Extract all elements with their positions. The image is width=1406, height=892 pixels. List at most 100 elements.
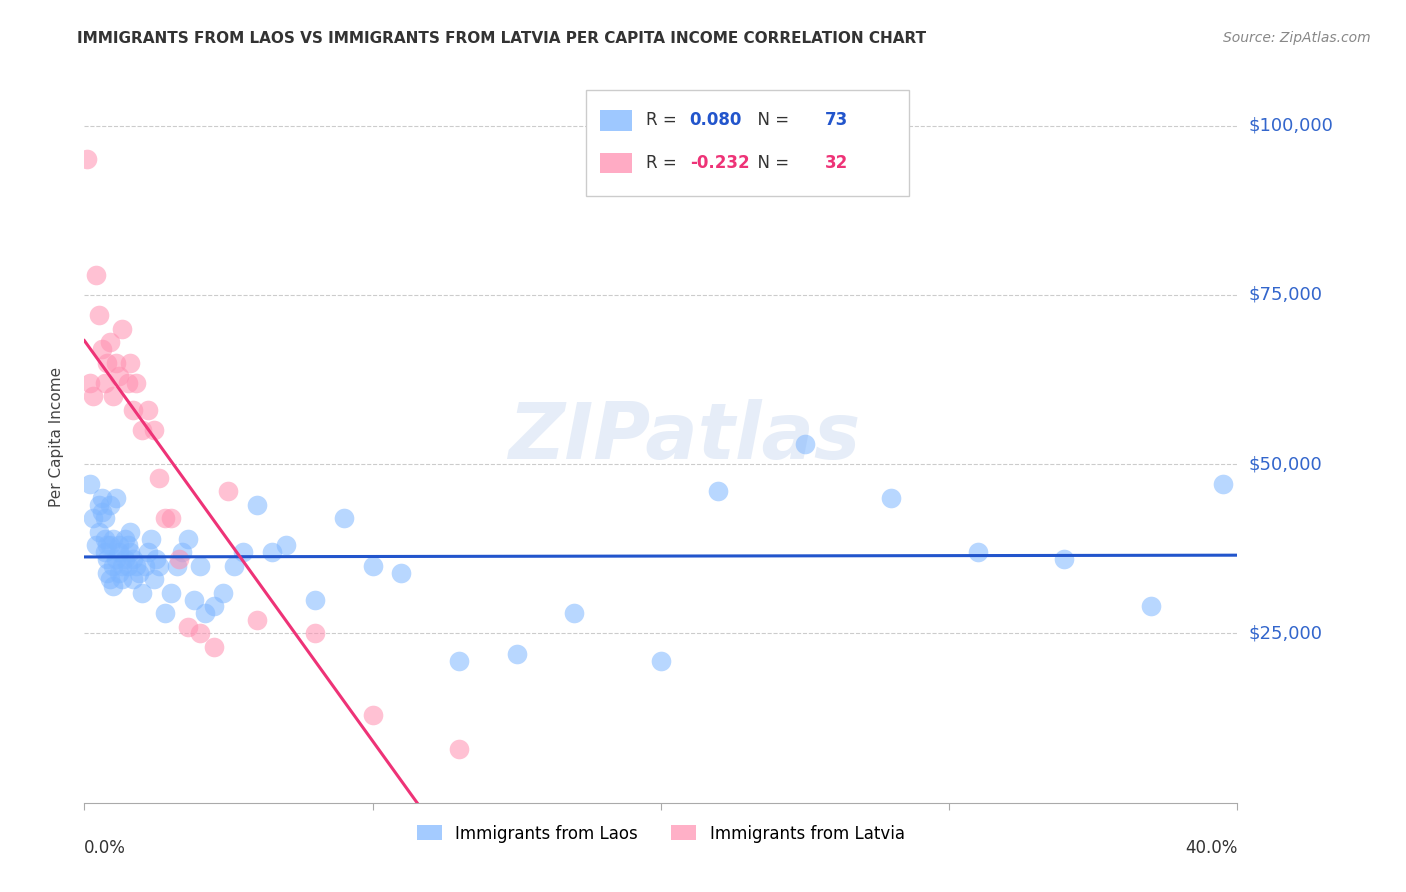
Point (96, 566, 118, 580)
Point (105, 355, 128, 369)
Point (148, 471, 170, 485)
Point (564, 606, 586, 620)
Text: $75,000: $75,000 (1249, 285, 1323, 304)
Point (139, 532, 162, 546)
Point (96, 552, 118, 566)
Point (304, 592, 326, 607)
Point (131, 423, 153, 437)
Point (120, 355, 142, 369)
Point (108, 369, 131, 384)
Point (103, 532, 124, 546)
Point (90, 342, 112, 356)
Point (117, 558, 139, 573)
Point (142, 423, 165, 437)
Point (160, 586, 183, 600)
Point (98, 335, 121, 350)
Text: R =: R = (645, 153, 682, 172)
Point (153, 606, 176, 620)
Point (232, 545, 254, 559)
Point (93, 511, 115, 525)
Point (172, 545, 194, 559)
Point (111, 572, 134, 586)
Point (188, 626, 211, 640)
Point (391, 566, 413, 580)
Point (880, 491, 903, 505)
Text: $100,000: $100,000 (1249, 117, 1333, 135)
Point (136, 545, 159, 559)
Point (117, 376, 139, 390)
Point (122, 552, 145, 566)
Point (166, 558, 188, 573)
Point (108, 566, 131, 580)
Point (84, 538, 107, 552)
Point (114, 532, 136, 546)
Point (145, 552, 167, 566)
Point (707, 484, 730, 499)
Point (90, 505, 112, 519)
Point (131, 586, 153, 600)
Point (120, 545, 142, 559)
Text: IMMIGRANTS FROM LAOS VS IMMIGRANTS FROM LATVIA PER CAPITA INCOME CORRELATION CHA: IMMIGRANTS FROM LAOS VS IMMIGRANTS FROM … (77, 31, 927, 46)
Point (1212, 477, 1234, 491)
Point (98, 572, 121, 586)
Point (125, 558, 148, 573)
Point (108, 545, 131, 559)
Point (134, 558, 156, 573)
Text: 73: 73 (824, 112, 848, 129)
Point (122, 572, 145, 586)
Text: ZIPatlas: ZIPatlas (508, 399, 860, 475)
Text: Source: ZipAtlas.com: Source: ZipAtlas.com (1223, 31, 1371, 45)
Point (93, 532, 115, 546)
Point (260, 545, 283, 559)
Text: 40.0%: 40.0% (1185, 839, 1237, 857)
Point (506, 647, 529, 661)
Point (111, 558, 134, 573)
Text: 0.0%: 0.0% (84, 839, 127, 857)
Point (108, 538, 131, 552)
Point (246, 613, 269, 627)
Text: N =: N = (748, 112, 794, 129)
FancyBboxPatch shape (600, 153, 633, 173)
Point (246, 498, 269, 512)
Point (114, 552, 136, 566)
Text: N =: N = (748, 153, 794, 172)
Point (96, 538, 118, 552)
Point (153, 511, 176, 525)
Point (128, 566, 150, 580)
Point (93, 376, 115, 390)
Point (87, 524, 110, 539)
Point (96, 355, 118, 369)
Point (105, 552, 128, 566)
Point (79, 376, 101, 390)
Point (794, 437, 817, 451)
Point (194, 606, 217, 620)
Point (361, 707, 384, 722)
Point (276, 538, 298, 552)
Point (169, 552, 191, 566)
Point (967, 545, 990, 559)
Point (120, 524, 142, 539)
Point (148, 558, 170, 573)
FancyBboxPatch shape (586, 90, 908, 195)
Point (1053, 552, 1076, 566)
Point (87, 498, 110, 512)
Text: 32: 32 (824, 153, 848, 172)
Point (183, 592, 205, 607)
Point (125, 376, 148, 390)
Point (90, 491, 112, 505)
Point (177, 532, 200, 546)
Point (650, 654, 672, 668)
Text: R =: R = (645, 112, 682, 129)
Text: -0.232: -0.232 (690, 153, 749, 172)
Point (188, 558, 211, 573)
Point (333, 511, 356, 525)
Point (84, 268, 107, 282)
Point (211, 586, 233, 600)
Point (202, 640, 225, 654)
Point (98, 538, 121, 552)
Point (160, 511, 183, 525)
Point (122, 403, 145, 417)
Point (449, 654, 471, 668)
Point (103, 389, 124, 403)
Point (103, 558, 124, 573)
